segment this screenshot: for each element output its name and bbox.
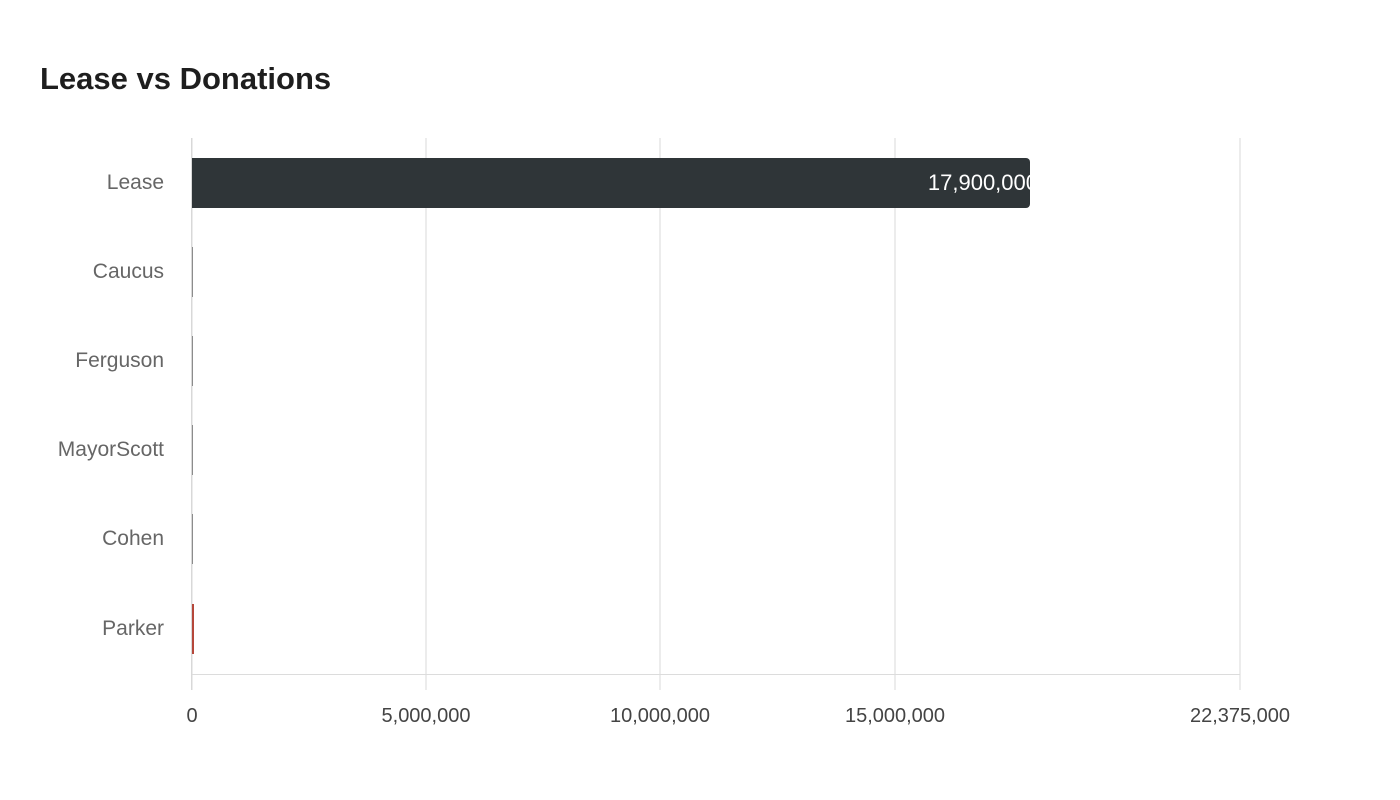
bar-row-mayorscott: [192, 425, 1240, 475]
gridline-10m: [659, 138, 661, 690]
gridline-0: [191, 138, 193, 690]
y-label-lease: Lease: [106, 171, 164, 194]
y-label-mayorscott: MayorScott: [57, 438, 164, 461]
bar-row-caucus: [192, 247, 1240, 297]
y-label-parker: Parker: [102, 617, 164, 640]
bar-caucus[interactable]: [192, 247, 193, 297]
bar-parker[interactable]: [192, 604, 194, 654]
gridline-max: [1239, 138, 1241, 690]
x-tick-label: 0: [186, 705, 198, 727]
zero-axis-line: [191, 138, 192, 690]
x-tick-label: 22,375,000: [1189, 705, 1291, 727]
bar-row-cohen: [192, 514, 1240, 564]
y-label-cohen: Cohen: [102, 527, 164, 550]
gridline-5m: [425, 138, 427, 690]
bar-value-label: 17,900,000: [927, 170, 1030, 195]
bar-row-ferguson: [192, 336, 1240, 386]
bar-cohen[interactable]: [192, 514, 193, 564]
y-label-caucus: Caucus: [92, 260, 164, 283]
y-label-ferguson: Ferguson: [75, 349, 164, 372]
bar-row-parker: [192, 604, 1240, 654]
chart-title: Lease vs Donations: [40, 61, 332, 96]
bar-lease[interactable]: 17,900,000: [192, 158, 1030, 208]
plot-area: 17,900,000: [191, 138, 1241, 690]
x-tick-label: 15,000,000: [844, 705, 946, 727]
bar-row-lease: 17,900,000: [192, 158, 1240, 208]
x-tick-label: 5,000,000: [381, 705, 471, 727]
x-tick-label: 10,000,000: [609, 705, 711, 727]
x-axis-line: [192, 674, 1240, 675]
bar-mayorscott[interactable]: [192, 425, 193, 475]
gridline-15m: [894, 138, 896, 690]
bar-ferguson[interactable]: [192, 336, 193, 386]
